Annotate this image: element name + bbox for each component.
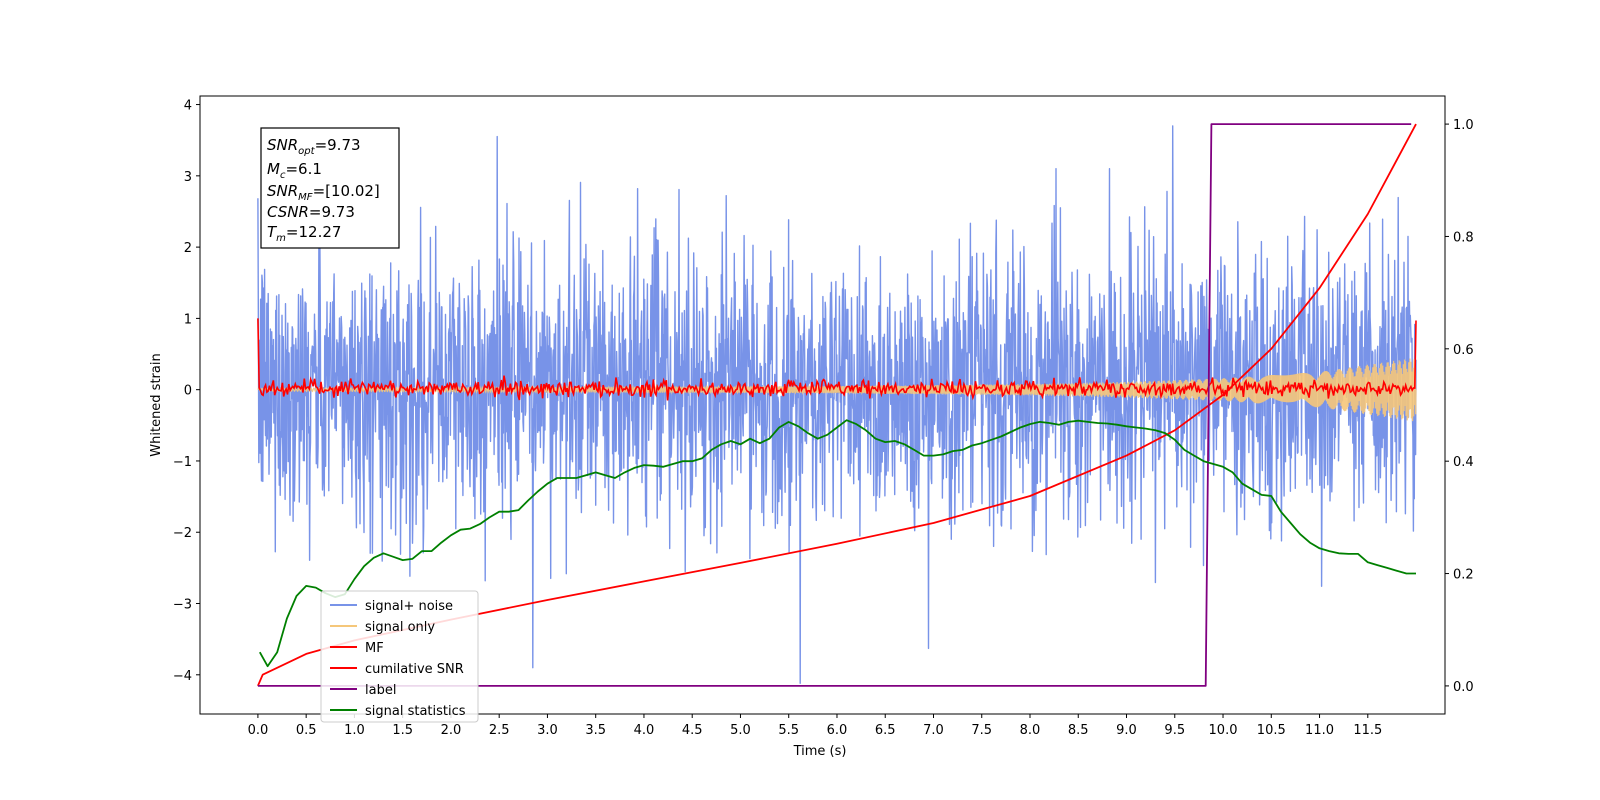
x-tick-label: 3.5	[585, 723, 606, 738]
signal-noise-line	[257, 125, 1417, 684]
annotation-mc: Mc=6.1	[267, 160, 322, 181]
annotation-csnr: CSNR=9.73	[267, 203, 355, 221]
legend-frame	[320, 590, 479, 723]
legend-label: signal+ noise	[365, 599, 453, 614]
y-tick-label: 2	[184, 241, 192, 256]
y-tick-label: −4	[173, 669, 192, 684]
x-tick-label: 10.0	[1209, 723, 1238, 738]
x-tick-label: 2.5	[489, 723, 510, 738]
x-axis-label: Time (s)	[793, 744, 847, 759]
legend-label: MF	[365, 641, 384, 656]
y2-tick-label: 1.0	[1453, 118, 1474, 133]
mf-line	[257, 318, 1417, 401]
x-tick-label: 11.5	[1353, 723, 1382, 738]
x-tick-label: 9.0	[1116, 723, 1137, 738]
annotation-snr-opt: SNRopt=9.73	[267, 136, 361, 157]
annotation-frame	[260, 127, 400, 249]
plot-frame	[199, 95, 1446, 715]
x-tick-label: 8.0	[1020, 723, 1041, 738]
legend-label: label	[365, 683, 396, 698]
x-tick-label: 10.5	[1257, 723, 1286, 738]
legend: signal+ noise signal only MF cumilative SNR…	[320, 590, 479, 723]
y2-tick-label: 0.0	[1453, 680, 1474, 695]
x-tick-label: 7.5	[971, 723, 992, 738]
annotation-snr-mf: SNRMF=[10.02]	[267, 182, 380, 203]
x-tick-label: 4.0	[634, 723, 655, 738]
y2-tick-label: 0.6	[1453, 343, 1474, 358]
annotation-box: SNRopt=9.73 Mc=6.1 SNRMF=[10.02] CSNR=9.…	[260, 127, 400, 249]
y-tick-label: 0	[184, 384, 192, 399]
y-tick-label: −2	[173, 526, 192, 541]
y-axis-right: 1.0 0.8 0.6 0.4 0.2 0.0	[1445, 118, 1474, 695]
signal-statistics-line	[259, 419, 1416, 668]
x-tick-label: 4.5	[682, 723, 703, 738]
x-tick-label: 6.0	[827, 723, 848, 738]
legend-label: cumilative SNR	[365, 662, 464, 677]
x-tick-label: 2.0	[441, 723, 462, 738]
y-tick-label: −3	[173, 598, 192, 613]
label-line	[257, 123, 1412, 687]
x-tick-label: 7.0	[923, 723, 944, 738]
y-tick-label: 1	[184, 312, 192, 327]
x-tick-label: 5.5	[778, 723, 799, 738]
y-axis-label: Whitened strain	[149, 353, 164, 456]
x-tick-label: 1.0	[344, 723, 365, 738]
legend-label: signal statistics	[365, 704, 466, 719]
x-tick-label: 9.5	[1164, 723, 1185, 738]
y-tick-label: 4	[184, 99, 192, 114]
x-tick-label: 0.0	[248, 723, 269, 738]
y2-tick-label: 0.8	[1453, 230, 1474, 245]
x-tick-label: 0.5	[296, 723, 317, 738]
y-tick-label: 3	[184, 170, 192, 185]
annotation-tm: Tm=12.27	[267, 223, 341, 244]
x-axis: 0.0 0.5 1.0 1.5 2.0 2.5 3.0 3.5 4.0 4.5 5.0 5.5 6.0 6…	[248, 714, 1382, 738]
y2-tick-label: 0.4	[1453, 455, 1474, 470]
x-tick-label: 6.5	[875, 723, 896, 738]
x-tick-label: 3.0	[537, 723, 558, 738]
x-tick-label: 1.5	[392, 723, 413, 738]
y2-tick-label: 0.2	[1453, 568, 1474, 583]
y-tick-label: −1	[173, 455, 192, 470]
y-axis-left: 4 3 2 1 0 −1 −2 −3 −4	[173, 99, 200, 684]
x-tick-label: 8.5	[1068, 723, 1089, 738]
x-tick-label: 5.0	[730, 723, 751, 738]
legend-label: signal only	[365, 620, 435, 635]
x-tick-label: 11.0	[1305, 723, 1334, 738]
